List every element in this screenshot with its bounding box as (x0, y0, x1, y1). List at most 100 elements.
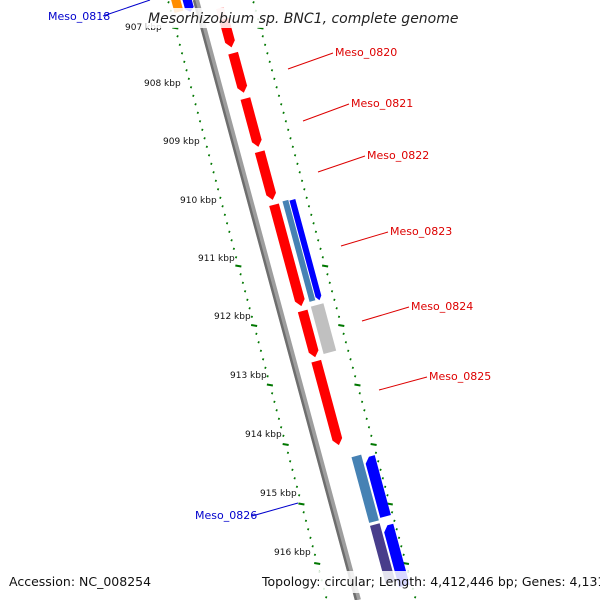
tick-minor-mark (330, 290, 334, 293)
tick-minor-mark (252, 1, 255, 4)
tick-minor-mark (291, 145, 294, 149)
accession-text: Accession: NC_008254 (9, 574, 151, 589)
gene-meso-0826-shape[interactable] (364, 455, 391, 518)
tick-minor-mark (319, 247, 322, 251)
tick-minor-mark (304, 519, 308, 523)
tick-label: 914 kbp (245, 430, 282, 440)
tick-minor-mark (280, 426, 283, 429)
gene-label-meso-0823[interactable]: Meso_0823 (390, 225, 452, 238)
tick-minor-mark (268, 60, 271, 64)
tick-minor-mark (194, 103, 197, 106)
pseudogene-feature[interactable] (310, 303, 337, 354)
tick-minor-mark (337, 315, 341, 319)
tick-minor-mark (289, 137, 292, 140)
tick-minor-mark (282, 111, 285, 115)
tick-minor-mark (293, 154, 297, 157)
tick-minor-mark (257, 341, 260, 344)
gene-meso-0822b-shape[interactable] (254, 150, 278, 201)
tick-minor-mark (201, 128, 204, 132)
tick-minor-mark (255, 332, 258, 336)
tick-minor-mark (286, 451, 290, 455)
gene-label-meso-0821[interactable]: Meso_0821 (351, 97, 413, 110)
tick-minor-mark (198, 120, 202, 123)
tick-minor-mark (351, 366, 354, 370)
gene-label-meso-0824[interactable]: Meso_0824 (411, 300, 473, 313)
tick-minor-mark (335, 307, 338, 310)
tick-minor-mark (298, 171, 301, 174)
tick-minor-mark (302, 511, 305, 514)
tick-major-mark (370, 443, 377, 446)
tick-label: 913 kbp (230, 371, 267, 381)
tick-minor-mark (311, 545, 314, 548)
tick-major-mark (250, 324, 258, 327)
tick-minor-mark (310, 213, 313, 217)
tick-minor-mark (295, 485, 299, 489)
tick-minor-mark (263, 43, 267, 47)
tick-minor-mark (397, 536, 401, 540)
tick-minor-mark (212, 171, 215, 174)
gene-label-meso-0825[interactable]: Meso_0825 (429, 370, 491, 383)
tick-minor-mark (185, 69, 188, 72)
tick-label: 909 kbp (163, 137, 200, 147)
gene-label-meso-0822[interactable]: Meso_0822 (367, 149, 429, 162)
label-leaders (102, 0, 428, 517)
tick-minor-mark (344, 341, 348, 344)
gene-meso-0824-shape[interactable] (297, 309, 320, 359)
gene-meso-0825-shape[interactable] (311, 359, 343, 447)
tick-minor-mark (232, 247, 236, 251)
tick-minor-mark (280, 103, 283, 106)
gene-meso-0821-shape[interactable] (228, 51, 248, 94)
blue-outer-gene-shape[interactable] (289, 199, 322, 301)
dark-feature[interactable] (369, 523, 396, 584)
tick-minor-mark (203, 137, 206, 140)
rna-feature-2[interactable] (351, 454, 379, 523)
tick-minor-mark (370, 434, 373, 438)
tick-minor-mark (384, 485, 387, 489)
tick-minor-mark (307, 205, 311, 208)
tick-label: 916 kbp (274, 548, 311, 558)
gene-meso-0822-shape[interactable] (240, 97, 264, 148)
footer-backing (0, 571, 600, 593)
title-backing (146, 8, 454, 28)
tick-minor-mark (266, 375, 269, 378)
tick-major-mark (282, 443, 289, 446)
tick-minor-mark (307, 528, 310, 531)
tick-minor-mark (223, 213, 226, 217)
tick-minor-mark (270, 69, 274, 72)
gene-label-meso-0826[interactable]: Meso_0826 (195, 509, 257, 522)
tick-minor-mark (287, 128, 290, 132)
tick-minor-mark (298, 494, 301, 497)
tick-minor-mark (180, 52, 184, 55)
tick-major-mark (266, 383, 274, 387)
tick-minor-mark (270, 392, 274, 395)
tick-label: 911 kbp (198, 254, 235, 264)
tick-minor-mark (309, 536, 312, 540)
tick-minor-mark (317, 239, 320, 242)
tick-minor-mark (414, 596, 417, 599)
tick-minor-mark (273, 77, 276, 81)
tick-minor-mark (214, 179, 217, 183)
tick-minor-mark (277, 417, 281, 421)
tick-minor-mark (275, 86, 278, 89)
tick-minor-mark (326, 273, 329, 276)
tick-minor-mark (358, 392, 361, 395)
tick-minor-mark (325, 596, 328, 599)
tick-minor-mark (261, 358, 265, 361)
tick-minor-mark (367, 426, 371, 429)
tick-minor-mark (221, 205, 224, 208)
tick-major-mark (298, 502, 305, 506)
rna-feature-1[interactable] (282, 199, 316, 302)
gene-meso-0818-shape[interactable] (181, 0, 194, 13)
gene-labels: Meso_0818 Meso_0820 Meso_0821 Meso_0822 … (48, 10, 491, 522)
tick-minor-mark (360, 400, 364, 404)
tick-minor-mark (374, 451, 378, 455)
tick-minor-mark (282, 434, 285, 438)
tick-minor-mark (363, 409, 366, 412)
gene-meso-0823-shape[interactable] (269, 203, 306, 307)
tick-minor-mark (300, 179, 304, 183)
gene-label-meso-0818[interactable]: Meso_0818 (48, 10, 110, 23)
tick-minor-mark (183, 60, 186, 64)
tick-minor-mark (189, 86, 193, 89)
gene-label-meso-0820[interactable]: Meso_0820 (335, 46, 397, 59)
